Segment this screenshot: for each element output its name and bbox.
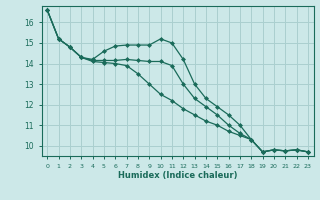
X-axis label: Humidex (Indice chaleur): Humidex (Indice chaleur) [118,171,237,180]
